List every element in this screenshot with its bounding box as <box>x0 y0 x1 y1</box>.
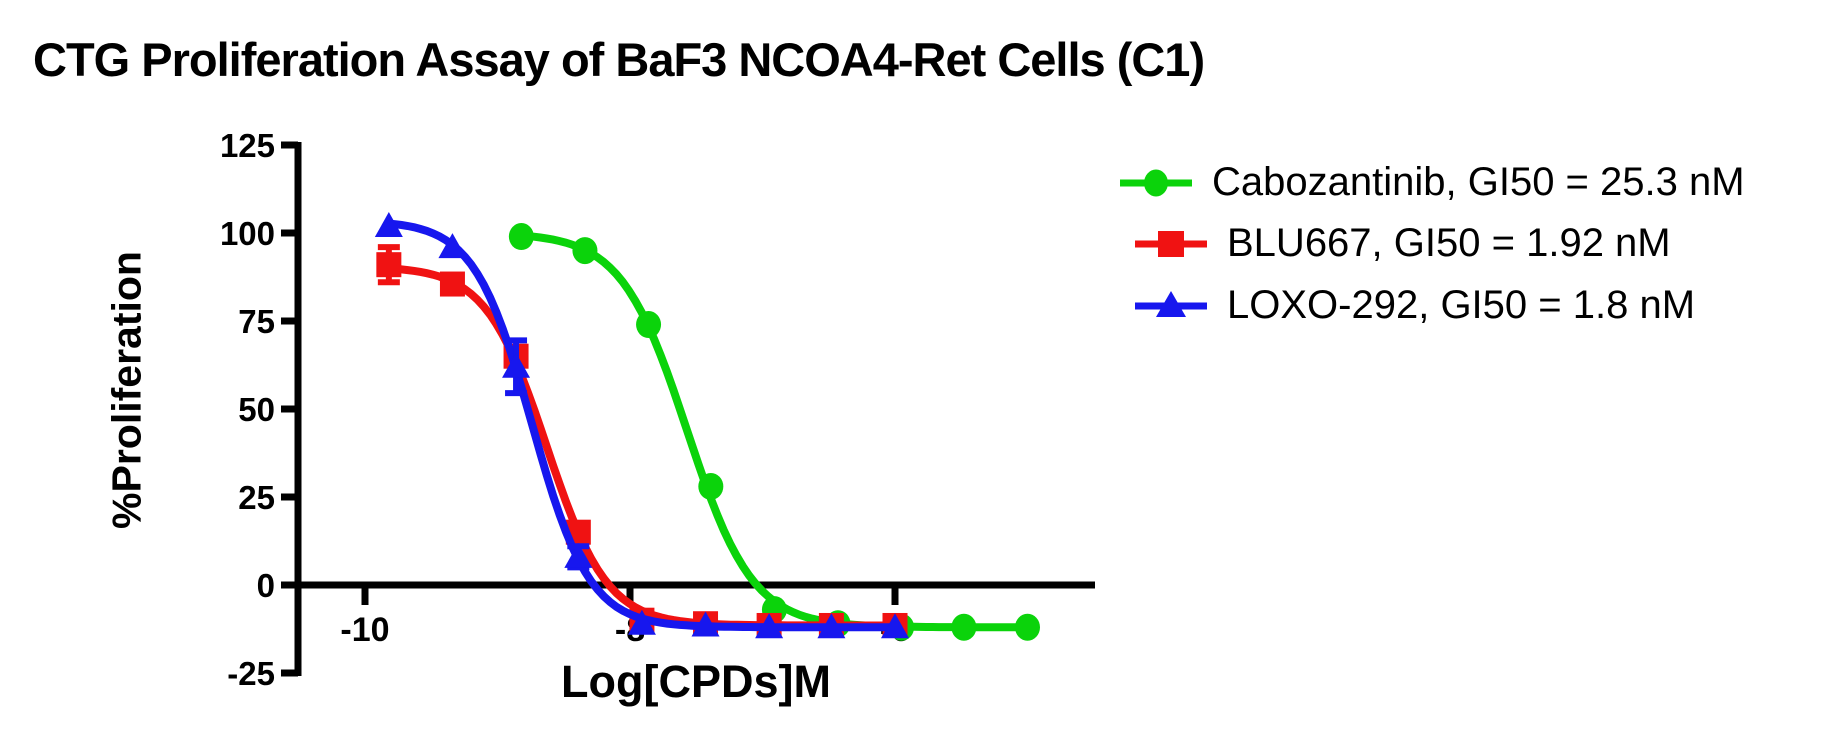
data-point-marker <box>564 542 593 568</box>
data-point-marker <box>508 223 534 251</box>
data-point-marker <box>817 613 846 639</box>
data-point-marker <box>439 271 465 297</box>
data-point-marker <box>1015 613 1040 641</box>
chart-title: CTG Proliferation Assay of BaF3 NCOA4-Re… <box>33 33 1205 86</box>
data-point-marker <box>951 613 977 641</box>
data-point-marker <box>572 237 598 265</box>
data-point-marker <box>627 609 656 635</box>
data-point-marker <box>755 613 784 639</box>
data-point-marker <box>438 233 467 259</box>
y-axis-tick-label: 100 <box>220 215 275 252</box>
data-point-marker <box>698 472 724 500</box>
data-point-marker <box>374 211 403 237</box>
x-axis-label: Log[CPDs]M <box>561 656 831 707</box>
y-axis-tick-label: 75 <box>238 303 275 340</box>
data-point-marker <box>636 311 662 339</box>
data-point-marker <box>691 611 720 637</box>
y-axis-tick-label: 25 <box>238 479 275 516</box>
y-axis-tick-label: 0 <box>257 567 275 604</box>
y-axis-tick-label: 50 <box>238 391 275 428</box>
data-point-marker <box>376 252 402 278</box>
y-axis-label: %Proliferation <box>103 251 150 529</box>
x-axis-tick-label: -10 <box>340 611 389 649</box>
data-point-marker <box>881 613 909 639</box>
y-axis-tick-label: 125 <box>220 127 275 164</box>
y-axis-tick-label: -25 <box>227 655 275 692</box>
data-point-marker <box>502 352 531 378</box>
